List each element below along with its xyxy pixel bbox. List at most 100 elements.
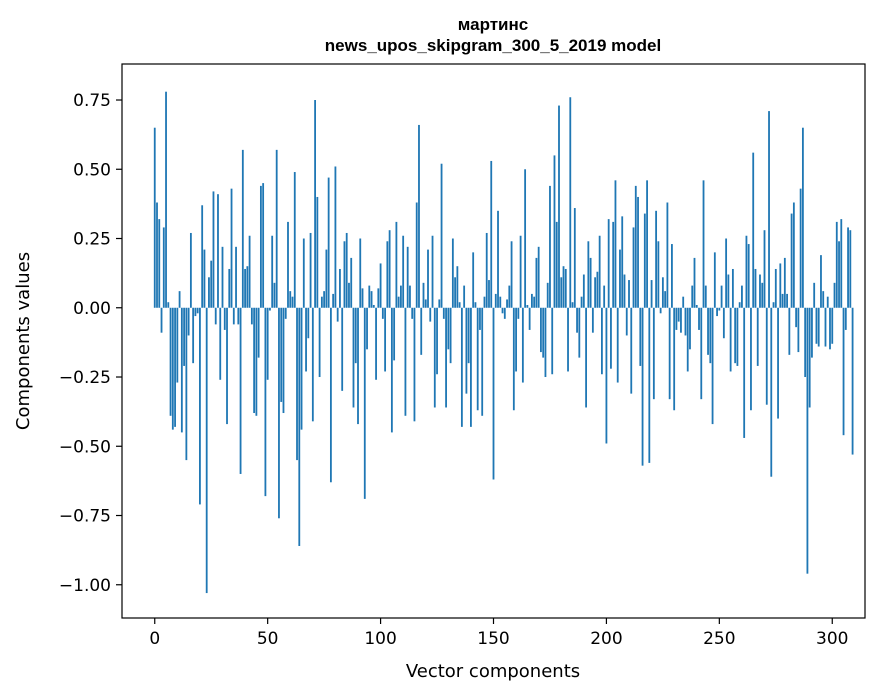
bar-137 [463,285,466,308]
bar-154 [501,307,504,314]
bar-134 [456,266,459,308]
bar-162 [519,235,522,308]
bar-112 [406,246,409,308]
bar-204 [614,180,617,308]
bar-258 [736,307,739,366]
bar-273 [770,307,773,477]
bar-26 [212,191,215,308]
bar-257 [734,307,737,364]
bar-209 [625,307,628,336]
bar-279 [783,257,786,308]
bar-81 [336,307,339,322]
bar-285 [797,307,800,353]
bar-54 [275,149,278,308]
bar-110 [402,235,405,308]
bar-163 [521,307,524,383]
bar-203 [612,221,615,308]
bar-269 [761,282,764,308]
bar-8 [171,307,174,430]
bar-289 [806,307,809,574]
bar-277 [779,263,782,308]
bar-157 [508,285,511,308]
bar-3 [160,307,163,333]
bar-222 [655,210,658,308]
bar-234 [682,296,685,308]
bar-96 [370,291,373,308]
bar-172 [542,307,545,358]
bar-142 [474,302,477,308]
bar-131 [449,307,452,364]
bar-6 [167,302,170,308]
bar-118 [420,307,423,355]
bar-199 [603,285,606,308]
bar-107 [395,221,398,308]
bar-16 [189,232,192,308]
bar-250 [718,307,721,311]
bar-101 [381,307,384,319]
bar-23 [205,307,208,594]
bar-262 [745,235,748,308]
bar-218 [646,180,648,308]
bar-246 [709,307,712,364]
bar-272 [768,111,770,308]
bar-90 [357,307,359,425]
bar-213 [634,185,637,308]
bar-88 [352,307,355,408]
bar-276 [777,307,779,419]
bar-235 [684,307,687,336]
y-axis-ticks: −1.00 −0.75 −0.50 −0.25 0.00 0.25 0.50 0.75 [59,91,122,596]
x-axis-label: Vector components [406,661,580,682]
bar-233 [680,307,682,333]
bar-39 [241,149,244,308]
bar-84 [343,241,346,308]
bar-183 [567,307,569,372]
bar-280 [786,293,788,308]
bar-187 [576,307,578,333]
bar-230 [673,307,676,411]
bar-94 [366,307,368,350]
bar-171 [540,307,542,353]
bar-114 [411,307,414,319]
bar-217 [643,213,646,308]
bar-119 [422,282,425,308]
bar-238 [691,285,694,308]
y-tick-label-1: −0.75 [59,507,111,527]
bar-263 [747,244,750,308]
bar-190 [582,274,585,308]
bar-155 [503,307,506,319]
bar-60 [289,291,292,308]
bar-17 [192,307,195,364]
bar-185 [571,302,574,308]
bar-143 [476,307,479,411]
plot-frame [121,63,866,619]
bar-series [153,91,854,594]
bar-220 [650,280,653,308]
bar-274 [772,302,775,308]
bar-293 [815,307,818,344]
bar-165 [526,304,529,308]
bar-236 [686,307,689,372]
bar-42 [248,235,251,308]
bar-215 [639,307,642,366]
bar-245 [707,307,709,355]
bar-70 [311,307,314,422]
chart-title-line2: news_upos_skipgram_300_5_2019 model [325,36,661,55]
bar-77 [327,177,330,308]
bar-115 [413,307,416,422]
bar-10 [176,307,179,383]
bar-122 [429,307,432,322]
bar-270 [763,230,766,308]
bar-186 [573,208,576,308]
bar-7 [169,307,172,416]
bar-49 [264,307,267,497]
bar-74 [320,296,323,308]
bar-95 [368,285,371,308]
bar-210 [628,280,630,308]
bar-308 [849,230,852,308]
bar-132 [451,238,454,308]
bar-117 [418,124,420,308]
bar-64 [298,307,301,546]
bar-169 [535,257,538,308]
bar-12 [180,307,183,433]
